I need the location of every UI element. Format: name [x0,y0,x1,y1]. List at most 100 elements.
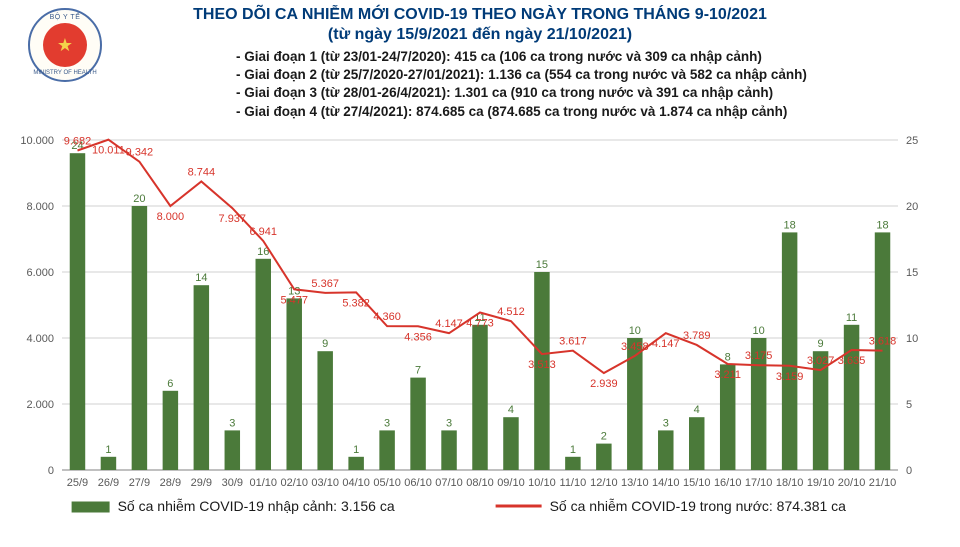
y-left-tick: 8.000 [26,201,54,213]
bar-value-label: 6 [167,378,173,390]
x-tick-label: 10/10 [528,477,556,489]
x-tick-label: 15/10 [683,477,711,489]
bar-value-label: 3 [663,417,669,429]
bar-value-label: 3 [384,417,390,429]
x-tick-label: 14/10 [652,477,680,489]
bar [286,298,301,470]
x-tick-label: 30/9 [222,477,243,489]
line-value-label: 5.477 [280,294,308,306]
line-value-label: 6.941 [249,226,277,238]
covid-daily-chart: 02.0004.0006.0008.00010.0000510152025241… [0,128,960,547]
line-value-label: 3.617 [559,336,587,348]
bar-value-label: 4 [694,404,700,416]
bar [503,417,518,470]
bar-value-label: 3 [229,417,235,429]
bar [256,259,271,470]
logo-text-bottom: MINISTRY OF HEALTH [30,70,100,76]
bar-value-label: 4 [508,404,514,416]
bar-value-label: 10 [753,325,765,337]
bar [689,417,704,470]
line-value-label: 7.937 [219,213,247,225]
line-value-label: 4.773 [466,317,494,329]
y-right-tick: 0 [906,465,912,477]
x-tick-label: 13/10 [621,477,649,489]
x-tick-label: 21/10 [869,477,897,489]
bar-value-label: 14 [195,272,207,284]
phase-line: - Giai đoạn 1 (từ 23/01-24/7/2020): 415 … [236,48,807,66]
x-tick-label: 02/10 [280,477,308,489]
line-value-label: 4.512 [497,306,525,318]
line-value-label: 3.159 [776,371,804,383]
line-value-label: 8.000 [157,211,185,223]
line-value-label: 4.356 [404,331,432,343]
bar-value-label: 1 [105,444,111,456]
x-tick-label: 01/10 [249,477,277,489]
bar [101,457,116,470]
legend-line-label: Số ca nhiễm COVID-19 trong nước: 874.381… [550,498,847,514]
line-value-label: 9.342 [126,147,154,159]
bar [132,206,147,470]
bar [410,378,425,470]
y-right-tick: 20 [906,201,918,213]
bar [472,325,487,470]
x-tick-label: 26/9 [98,477,119,489]
bar-value-label: 1 [570,444,576,456]
y-right-tick: 10 [906,333,918,345]
line-value-label: 5.382 [342,297,370,309]
bar [658,430,673,470]
bar-value-label: 10 [629,325,641,337]
line-value-label: 3.027 [807,355,835,367]
x-tick-label: 28/9 [160,477,181,489]
x-tick-label: 07/10 [435,477,463,489]
x-tick-label: 25/9 [67,477,88,489]
phase-line: - Giai đoạn 2 (từ 25/7/2020-27/01/2021):… [236,66,807,84]
y-left-tick: 2.000 [26,399,54,411]
y-left-tick: 6.000 [26,267,54,279]
bar-value-label: 9 [818,338,824,350]
line-value-label: 3.458 [621,341,649,353]
bar-value-label: 9 [322,338,328,350]
bar [379,430,394,470]
bar-value-label: 11 [846,312,857,324]
bar-value-label: 15 [536,259,548,271]
line-value-label: 3.175 [745,350,773,362]
legend-bar-label: Số ca nhiễm COVID-19 nhập cảnh: 3.156 ca [118,498,395,514]
y-left-tick: 4.000 [26,333,54,345]
line-value-label: 3.211 [714,369,741,381]
line-value-label: 5.367 [311,278,339,290]
line-value-label: 4.147 [652,338,680,350]
x-tick-label: 04/10 [342,477,370,489]
x-tick-label: 18/10 [776,477,804,489]
line-value-label: 3.618 [869,336,897,348]
x-tick-label: 05/10 [373,477,401,489]
phase-line: - Giai đoạn 3 (từ 28/01-26/4/2021): 1.30… [236,84,807,102]
x-tick-label: 03/10 [311,477,339,489]
x-tick-label: 09/10 [497,477,525,489]
bar [317,351,332,470]
bar [782,232,797,470]
bar-value-label: 20 [133,193,145,205]
bar [441,430,456,470]
x-tick-label: 06/10 [404,477,432,489]
bar [70,153,85,470]
line-value-label: 9.682 [64,135,92,147]
line-value-label: 3.635 [838,355,866,367]
x-tick-label: 12/10 [590,477,618,489]
bar [163,391,178,470]
bar [225,430,240,470]
line-value-label: 3.513 [528,359,556,371]
title-line-2: (từ ngày 15/9/2021 đến ngày 21/10/2021) [0,26,960,44]
line-value-label: 8.744 [188,166,216,178]
x-tick-label: 08/10 [466,477,494,489]
x-tick-label: 19/10 [807,477,835,489]
y-right-tick: 15 [906,267,918,279]
y-right-tick: 5 [906,399,912,411]
phase-line: - Giai đoạn 4 (từ 27/4/2021): 874.685 ca… [236,103,807,121]
line-value-label: 4.147 [435,318,463,330]
y-left-tick: 10.000 [20,135,54,147]
bar-value-label: 1 [353,444,359,456]
bar [844,325,859,470]
bar-value-label: 7 [415,365,421,377]
y-right-tick: 25 [906,135,918,147]
bar [596,444,611,470]
